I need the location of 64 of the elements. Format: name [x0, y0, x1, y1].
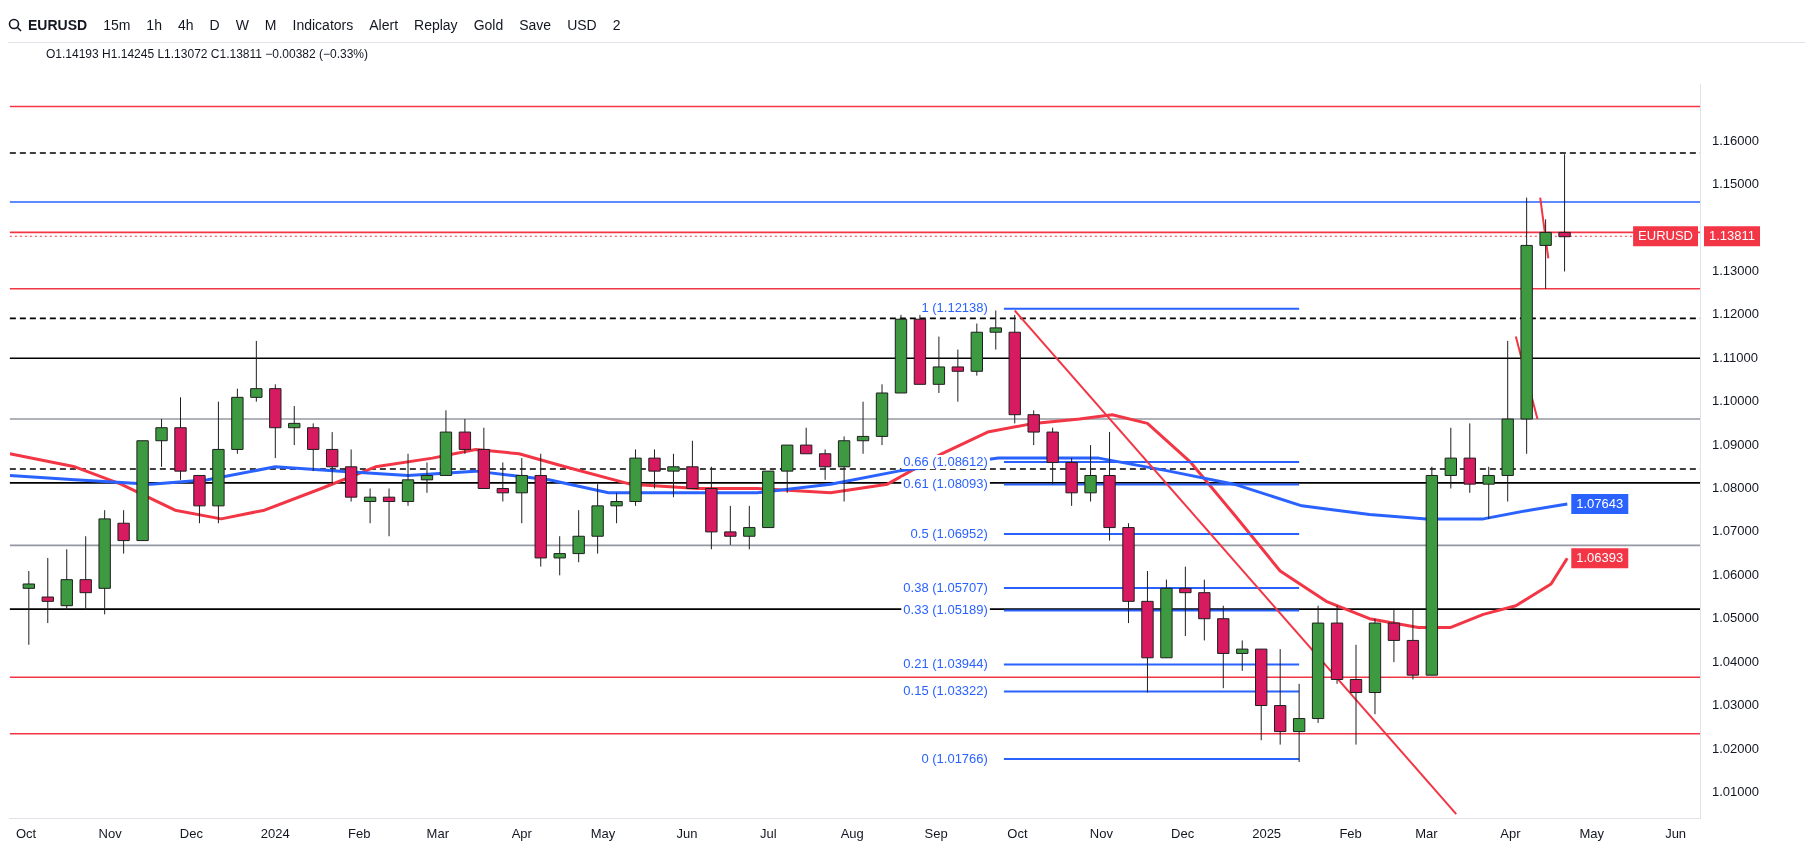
annotation: 0.61 (1.08093) — [903, 476, 988, 492]
x-tick-label: Feb — [1339, 825, 1362, 841]
x-tick-label: Mar — [1415, 825, 1439, 841]
y-tick-label: 1.06000 — [1712, 566, 1759, 582]
y-tick-label: 1.08000 — [1712, 480, 1759, 496]
x-tick-label: Mar — [426, 825, 450, 841]
y-tick-label: 1.13000 — [1712, 263, 1759, 279]
y-tick-label: 1.01000 — [1712, 783, 1759, 799]
chart-subtitle: O1.14193 H1.14245 L1.13072 C1.13811 −0.00382 (−0.33%) — [45, 46, 370, 63]
x-tick-label: Apr — [1500, 825, 1522, 841]
y-tick-label: 1.11000 — [1712, 349, 1759, 365]
annotation: 0.15 (1.03322) — [903, 683, 988, 699]
ref-line-label: EURUSD — [1638, 227, 1694, 243]
x-tick-label: Aug — [840, 825, 864, 841]
annotation: 0.33 (1.05189) — [903, 602, 988, 618]
x-tick-label: May — [1579, 825, 1605, 841]
annotation: 0.5 (1.06952) — [910, 525, 988, 541]
x-tick-label: Apr — [511, 825, 533, 841]
x-tick-label: Dec — [1171, 825, 1195, 841]
y-tick-label: 1.09000 — [1712, 436, 1759, 452]
text: 1h — [146, 17, 162, 33]
y-tick-label: 1.03000 — [1712, 697, 1759, 713]
y-tick-label: 1.15000 — [1712, 176, 1759, 192]
text: W — [235, 17, 249, 33]
annotation: 0.38 (1.05707) — [903, 579, 988, 595]
x-tick-label: Feb — [348, 825, 371, 841]
text: Replay — [414, 17, 458, 33]
y-tick-label: 1.12000 — [1712, 306, 1759, 322]
annotation: 1.07643 — [1576, 495, 1624, 511]
x-tick-label: Oct — [1007, 825, 1028, 841]
y-tick-label: 1.02000 — [1712, 740, 1759, 756]
annotation: 1.13811 — [1709, 227, 1756, 243]
chart-title: EURUSD — [28, 17, 88, 33]
x-tick-label: May — [590, 825, 616, 841]
x-tick-label: Oct — [15, 825, 37, 841]
text: 15m — [103, 17, 131, 33]
text: Save — [519, 17, 552, 33]
annotation: 0.21 (1.03944) — [903, 656, 988, 672]
text: 4h — [177, 17, 194, 33]
x-tick-label: Sep — [924, 825, 948, 841]
y-tick-label: 1.10000 — [1712, 393, 1759, 409]
x-tick-label: Dec — [179, 825, 204, 841]
x-tick-label: Jun — [1665, 825, 1687, 841]
y-tick-label: 1.16000 — [1712, 132, 1759, 148]
y-tick-label: 1.07000 — [1712, 523, 1759, 539]
x-tick-label: Jul — [759, 825, 777, 841]
text: M — [264, 17, 277, 33]
x-tick-label: Nov — [98, 825, 123, 841]
x-tick-label: 2025 — [1252, 825, 1282, 841]
text: 2 — [612, 17, 621, 33]
text: Alert — [369, 17, 399, 33]
annotation: 1 (1.12138) — [921, 300, 988, 316]
text: USD — [567, 17, 597, 33]
annotation: 0.66 (1.08612) — [903, 453, 988, 469]
y-tick-label: 1.04000 — [1712, 653, 1759, 669]
text: Gold — [473, 17, 504, 33]
annotation: 0 (1.01766) — [921, 750, 988, 766]
text: Indicators — [292, 17, 354, 33]
x-tick-label: Nov — [1089, 825, 1114, 841]
x-tick-label: Jun — [676, 825, 698, 841]
text: D — [209, 17, 220, 33]
x-tick-label: 2024 — [260, 825, 290, 841]
y-tick-label: 1.05000 — [1712, 610, 1759, 626]
annotation: 1.06393 — [1576, 549, 1624, 565]
